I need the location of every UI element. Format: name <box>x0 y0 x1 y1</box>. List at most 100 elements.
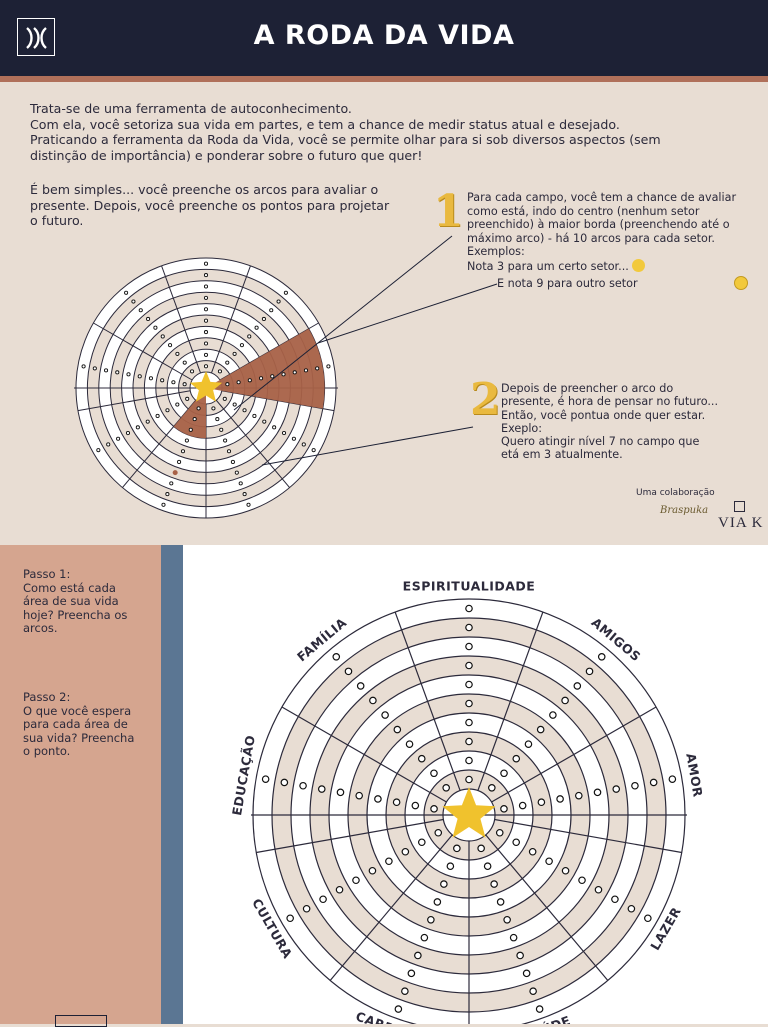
level-dot <box>303 368 309 373</box>
level-dot <box>561 866 570 875</box>
level-dot <box>182 382 187 387</box>
level-dot <box>165 492 170 497</box>
note-line: Então, você pontua onde quer estar. <box>501 408 706 422</box>
level-dot <box>453 844 461 853</box>
step-2-text: Passo 2: O que você espera para cada áre… <box>23 690 148 759</box>
note-line: Exeplo: <box>501 421 543 435</box>
note-line-text: Nota 3 para um certo setor... <box>467 259 629 273</box>
level-dot <box>203 341 209 346</box>
level-dot <box>317 785 326 793</box>
level-dot <box>242 492 247 497</box>
level-dot <box>203 307 209 312</box>
level-dot <box>145 419 150 424</box>
level-dot <box>168 343 173 348</box>
level-dot <box>483 862 492 871</box>
level-dot <box>286 914 294 923</box>
level-dot <box>182 360 187 365</box>
level-dot <box>262 419 267 424</box>
sector-divider <box>93 322 193 381</box>
sector-divider <box>161 265 201 374</box>
intro-line: Com ela, você setoriza sua vida em parte… <box>30 116 620 132</box>
level-dot <box>556 795 564 803</box>
level-dot <box>500 769 508 778</box>
level-dot <box>161 502 166 507</box>
step-line: área de sua vida <box>23 594 119 609</box>
level-dot <box>509 933 518 942</box>
level-dot <box>184 438 189 443</box>
level-dot <box>124 290 129 295</box>
level-dot <box>242 408 247 413</box>
level-dot <box>537 798 546 807</box>
level-dot <box>165 408 170 413</box>
callout-line <box>233 235 453 411</box>
level-dot <box>668 775 677 783</box>
level-dot <box>597 653 606 661</box>
level-dot <box>535 1005 544 1013</box>
level-dot <box>203 318 209 323</box>
level-dot <box>430 769 438 778</box>
level-dot <box>401 987 409 995</box>
level-dot <box>177 459 182 465</box>
level-dot <box>335 885 344 894</box>
step-line: para cada área de <box>23 717 128 732</box>
sector-divider <box>477 611 544 791</box>
level-dot <box>160 334 165 339</box>
level-dot <box>545 857 553 866</box>
level-dot <box>401 847 410 856</box>
level-dot <box>125 430 131 436</box>
level-dot <box>465 718 473 727</box>
level-dot <box>465 775 473 784</box>
instructions-line: presente. Depois, você preenche os ponto… <box>30 197 390 213</box>
note-line: preenchido) à maior borda (preenchendo a… <box>467 218 730 231</box>
level-dot <box>192 417 197 422</box>
level-dot <box>137 374 142 379</box>
level-dot <box>368 866 377 875</box>
brand-logo-glyph <box>26 27 47 49</box>
level-dot <box>488 784 496 792</box>
level-dot <box>446 862 455 871</box>
level-dot <box>522 969 531 978</box>
level-dot <box>232 351 237 356</box>
level-dot <box>261 775 270 783</box>
level-dot <box>319 895 327 904</box>
level-dot <box>236 380 241 385</box>
life-wheel: ESPIRITUALIDADEAMIGOSAMORLAZERSAÚDECARRE… <box>229 579 706 1024</box>
level-dot <box>332 653 341 661</box>
sector-divider <box>215 399 290 488</box>
level-dot <box>217 369 222 374</box>
intro-line: Praticando a ferramenta da Roda da Vida,… <box>30 132 661 147</box>
level-dot <box>238 481 243 486</box>
star-icon <box>442 787 496 838</box>
level-dot <box>115 370 120 375</box>
step-line: O que você espera <box>23 703 132 718</box>
viak-logo-icon <box>734 501 745 512</box>
star-icon <box>189 371 223 402</box>
level-dot <box>96 448 101 453</box>
level-dot <box>185 396 190 401</box>
level-dot <box>631 781 639 790</box>
note-1: Para cada campo, você tem a chance de av… <box>467 191 757 273</box>
level-dot <box>180 449 186 454</box>
level-dot <box>239 343 244 348</box>
note-2: Depois de preencher o arco do presente, … <box>501 382 741 462</box>
level-dot <box>81 364 86 369</box>
note-line: como está, indo do centro (nenhum setor <box>467 204 700 218</box>
level-dot <box>442 784 450 792</box>
callout-lines <box>233 235 498 466</box>
level-dot <box>203 261 209 266</box>
level-dot <box>270 374 275 379</box>
level-dot <box>171 380 176 385</box>
level-dot <box>203 284 209 289</box>
footer-box <box>55 1015 107 1027</box>
level-dot <box>611 895 619 904</box>
level-dot <box>575 791 583 800</box>
level-dot <box>495 828 504 837</box>
level-dot <box>573 682 582 690</box>
sector-divider <box>77 390 191 412</box>
level-dot <box>417 754 426 763</box>
level-dot <box>411 801 420 810</box>
level-dot <box>500 805 508 813</box>
level-dot <box>126 372 131 377</box>
level-dot <box>222 396 227 401</box>
level-dot <box>315 366 320 371</box>
